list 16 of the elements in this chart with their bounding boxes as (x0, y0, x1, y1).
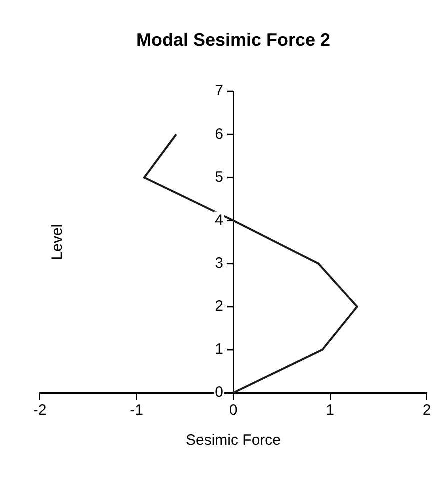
x-axis-title: Sesimic Force (186, 432, 282, 450)
y-tick-label: 5 (215, 168, 224, 186)
y-tick-label: 6 (215, 126, 224, 143)
x-tick-label: 0 (229, 402, 238, 420)
y-axis-title: Level (49, 224, 66, 260)
y-tick-label: 7 (215, 82, 224, 100)
y-tick-label: 4 (215, 212, 224, 229)
x-tick-label: -1 (130, 402, 144, 420)
y-tick-label: 3 (215, 254, 224, 272)
x-tick-label: 2 (422, 402, 432, 420)
y-tick-label: 2 (215, 298, 224, 316)
x-tick-label: 1 (326, 402, 334, 420)
y-tick-label: 0 (215, 384, 224, 402)
x-tick-label: -2 (33, 402, 47, 420)
chart-title: Modal Sesimic Force 2 (136, 30, 331, 50)
y-tick-label: 1 (215, 341, 224, 358)
